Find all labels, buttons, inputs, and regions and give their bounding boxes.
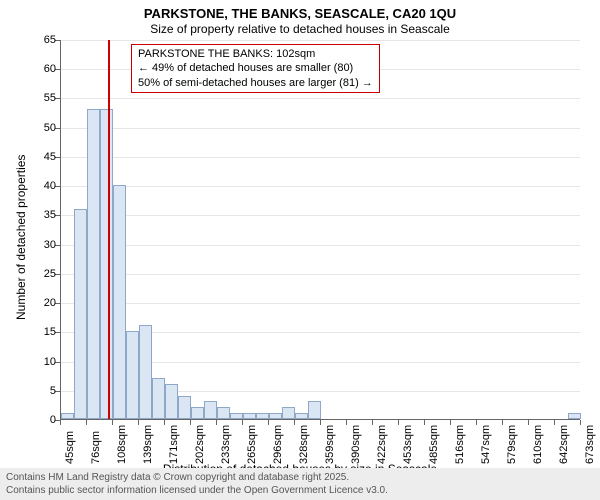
annotation-line1: ← 49% of detached houses are smaller (80… — [138, 61, 373, 75]
footer-line-2: Contains public sector information licen… — [6, 484, 594, 497]
footer-line-1: Contains HM Land Registry data © Crown c… — [6, 471, 594, 484]
histogram-bar — [100, 109, 113, 419]
histogram-bar — [243, 413, 256, 419]
xtick-label: 108sqm — [116, 425, 128, 464]
ytick-label: 35 — [26, 209, 56, 221]
ytick-label: 15 — [26, 326, 56, 338]
histogram-bar — [191, 407, 204, 419]
ytick-label: 30 — [26, 239, 56, 251]
xtick-label: 642sqm — [558, 425, 570, 464]
xtick-label: 547sqm — [480, 425, 492, 464]
histogram-bar — [74, 209, 87, 419]
histogram-bar — [568, 413, 581, 419]
ytick-label: 20 — [26, 297, 56, 309]
histogram-bar — [230, 413, 243, 419]
histogram-bar — [282, 407, 295, 419]
xtick-label: 453sqm — [402, 425, 414, 464]
ytick-label: 45 — [26, 151, 56, 163]
histogram-bar — [178, 396, 191, 419]
xtick-label: 579sqm — [506, 425, 518, 464]
ytick-label: 40 — [26, 180, 56, 192]
annotation-header: PARKSTONE THE BANKS: 102sqm — [138, 47, 373, 61]
xtick-label: 422sqm — [376, 425, 388, 464]
ytick-label: 60 — [26, 63, 56, 75]
xtick-label: 265sqm — [246, 425, 258, 464]
xtick-label: 390sqm — [350, 425, 362, 464]
histogram-bar — [217, 407, 230, 419]
xtick-label: 233sqm — [220, 425, 232, 464]
xtick-label: 328sqm — [298, 425, 310, 464]
annotation-box: PARKSTONE THE BANKS: 102sqm← 49% of deta… — [131, 44, 380, 93]
ytick-label: 5 — [26, 385, 56, 397]
plot-area: PARKSTONE THE BANKS: 102sqm← 49% of deta… — [60, 40, 580, 420]
xtick-label: 296sqm — [272, 425, 284, 464]
histogram-bar — [269, 413, 282, 419]
histogram-bar — [256, 413, 269, 419]
histogram-bar — [204, 401, 217, 419]
xtick-label: 171sqm — [168, 425, 180, 464]
ytick-label: 50 — [26, 122, 56, 134]
xtick-label: 202sqm — [194, 425, 206, 464]
chart-title: PARKSTONE, THE BANKS, SEASCALE, CA20 1QU — [0, 6, 600, 21]
ytick-label: 55 — [26, 92, 56, 104]
histogram-bar — [87, 109, 100, 419]
xtick-label: 359sqm — [324, 425, 336, 464]
marker-line — [108, 40, 110, 419]
xtick-label: 76sqm — [90, 431, 102, 464]
xtick-label: 673sqm — [584, 425, 596, 464]
histogram-bar — [113, 185, 126, 419]
histogram-bar — [126, 331, 139, 419]
ytick-label: 25 — [26, 268, 56, 280]
histogram-bar — [61, 413, 74, 419]
histogram-bar — [295, 413, 308, 419]
footer: Contains HM Land Registry data © Crown c… — [0, 468, 600, 500]
histogram-bar — [152, 378, 165, 419]
xtick-label: 485sqm — [428, 425, 440, 464]
histogram-bar — [139, 325, 152, 419]
ytick-label: 65 — [26, 34, 56, 46]
xtick-label: 45sqm — [64, 431, 76, 464]
chart-container: PARKSTONE, THE BANKS, SEASCALE, CA20 1QU… — [0, 0, 600, 500]
chart-subtitle: Size of property relative to detached ho… — [0, 22, 600, 36]
xtick-label: 610sqm — [532, 425, 544, 464]
histogram-bar — [165, 384, 178, 419]
histogram-bar — [308, 401, 321, 419]
annotation-line2: 50% of semi-detached houses are larger (… — [138, 76, 373, 90]
xtick-label: 516sqm — [454, 425, 466, 464]
ytick-label: 10 — [26, 356, 56, 368]
ytick-label: 0 — [26, 414, 56, 426]
xtick-label: 139sqm — [142, 425, 154, 464]
